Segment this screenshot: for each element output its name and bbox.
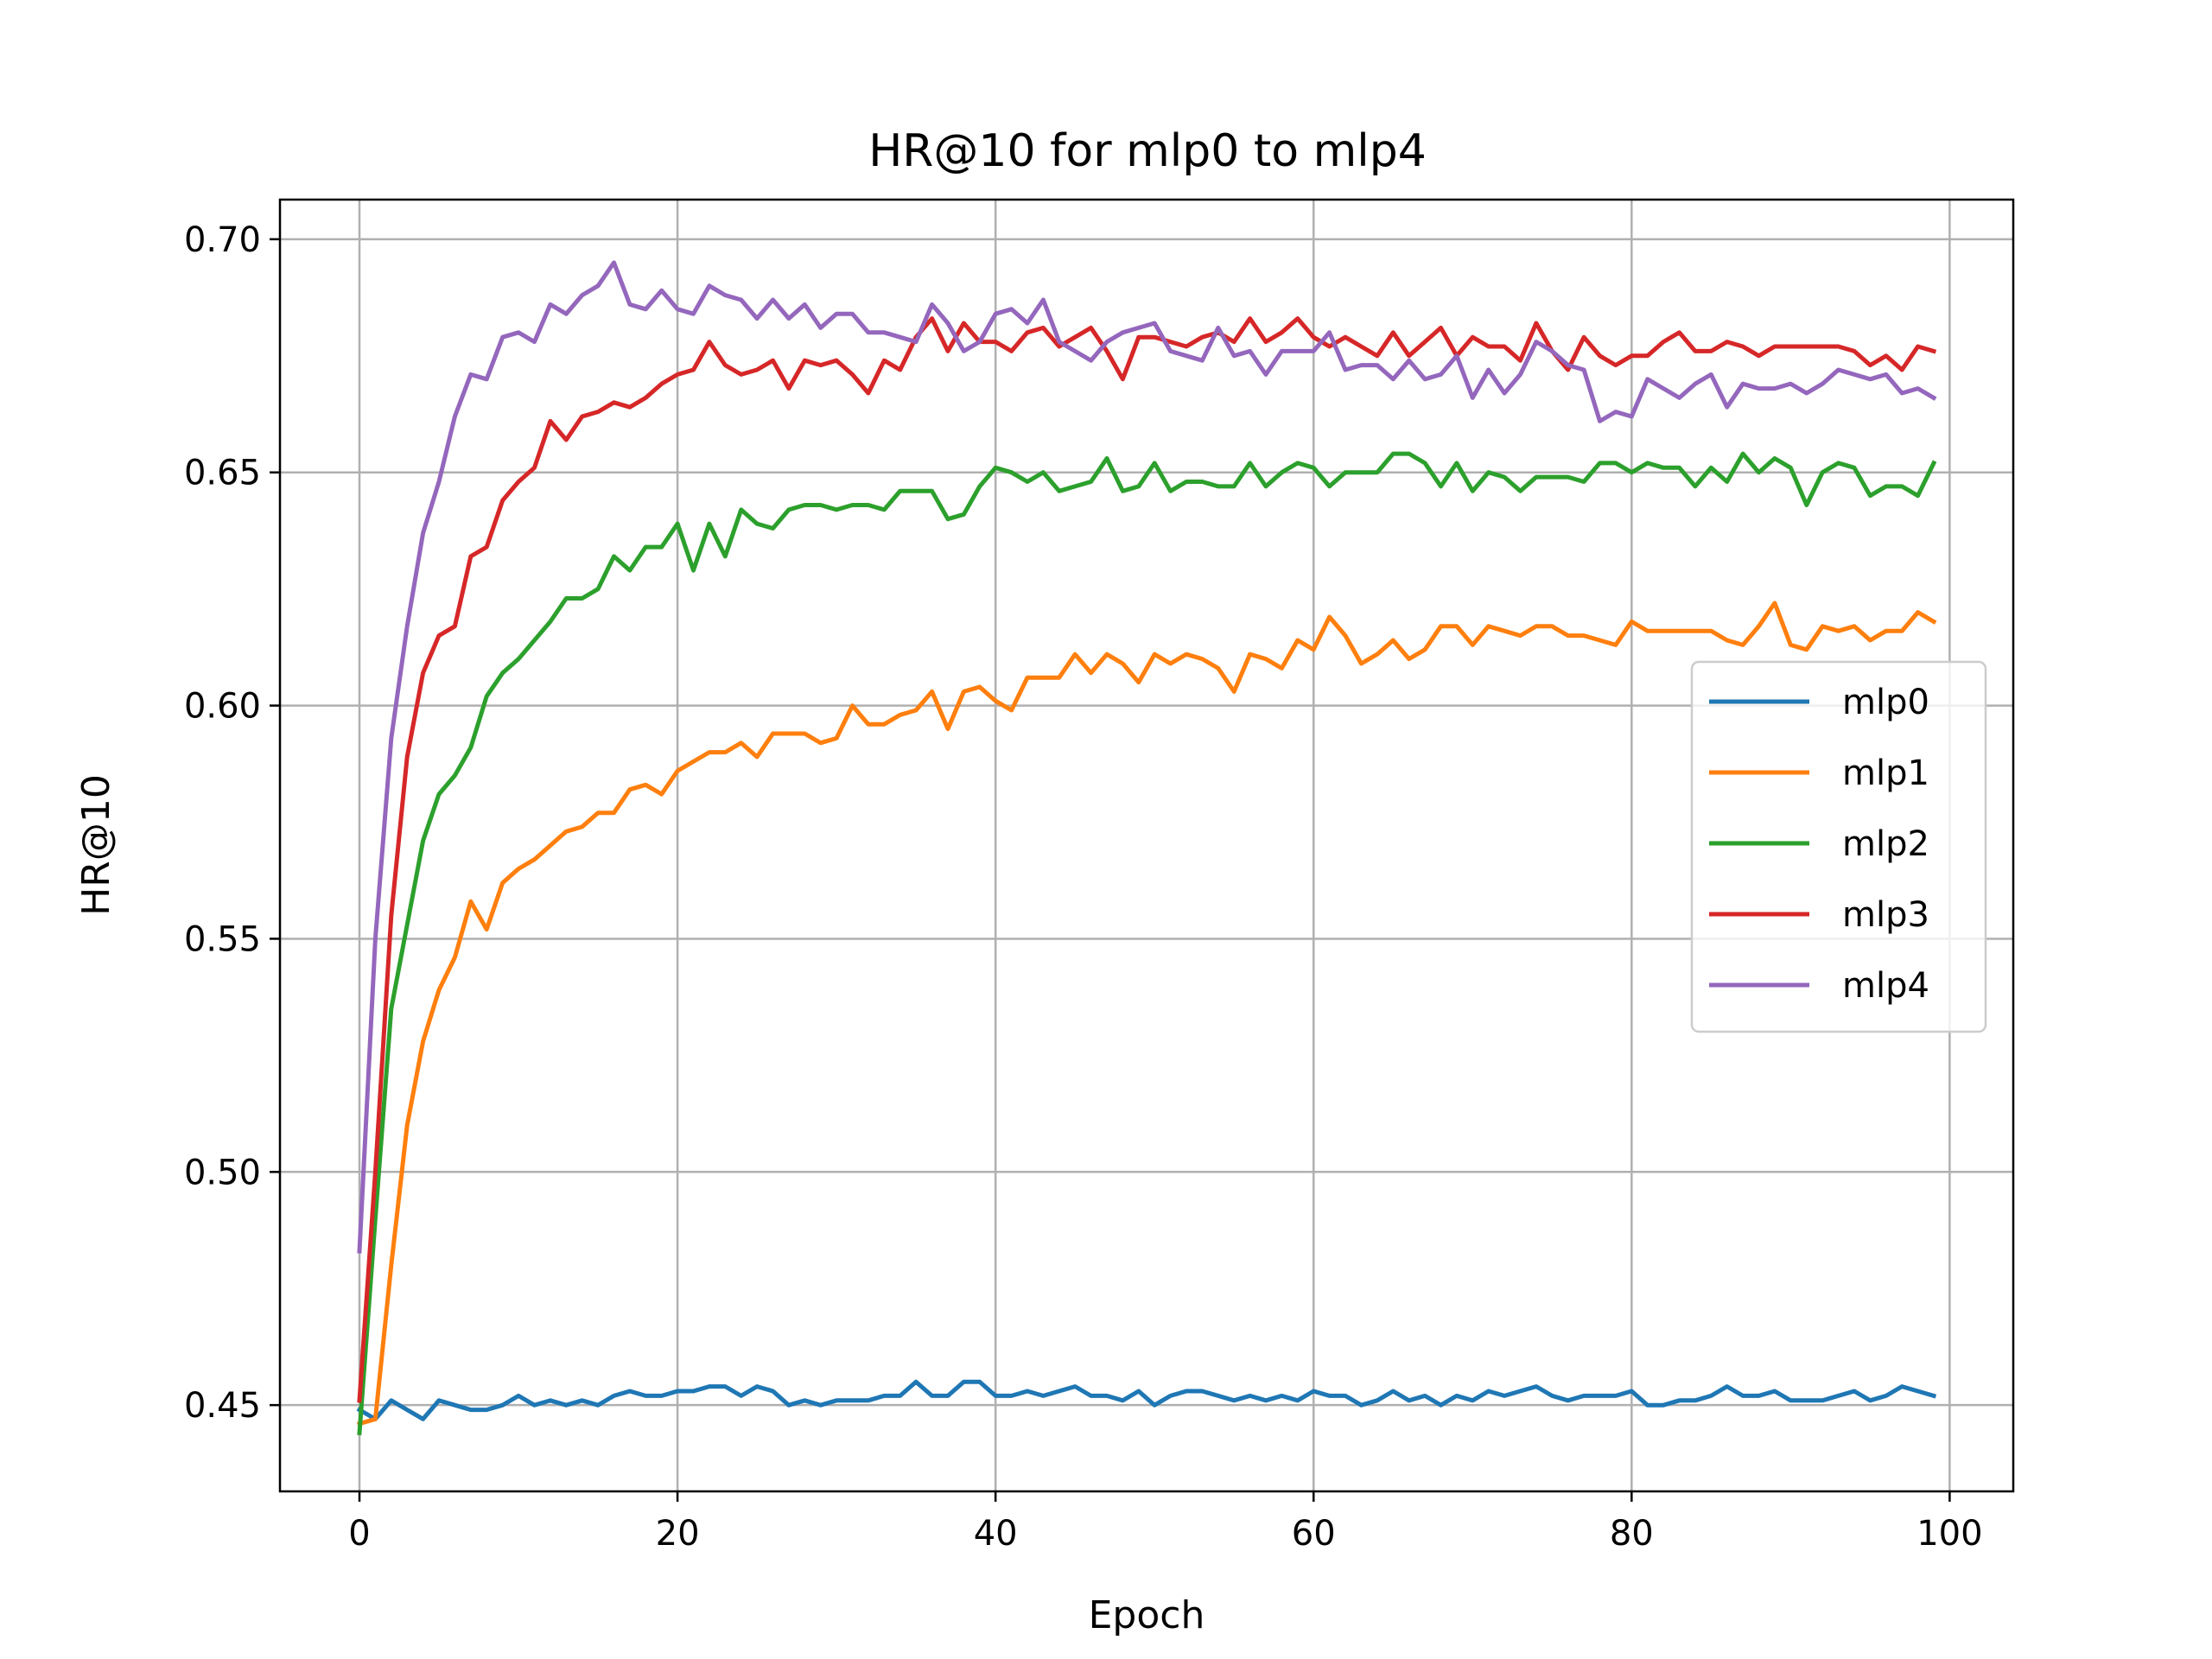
x-axis: 0 20 40 60 80 100 [348,1491,1983,1554]
x-tick-label: 0 [348,1514,370,1554]
y-axis-label: HR@10 [74,774,118,916]
y-tick-label: 0.65 [184,454,261,493]
legend-label-mlp3: mlp3 [1842,895,1929,935]
y-tick-label: 0.55 [184,919,261,959]
x-tick-label: 80 [1610,1514,1654,1554]
legend-label-mlp4: mlp4 [1842,966,1929,1006]
plot-frame [278,198,2015,1493]
legend-label-mlp0: mlp0 [1842,683,1929,722]
y-tick-label: 0.50 [184,1153,261,1192]
series-group [356,260,1937,1436]
y-tick-label: 0.60 [184,687,261,727]
series-line-mlp1 [356,601,1937,1427]
series-line-mlp4 [357,260,1937,1254]
legend-label-mlp1: mlp1 [1842,753,1929,793]
x-tick-label: 40 [974,1514,1018,1554]
x-tick-label: 20 [656,1514,700,1554]
legend: mlp0 mlp1 mlp2 mlp3 mlp4 [1690,660,1987,1033]
y-tick-label: 0.45 [184,1386,261,1426]
chart-title: HR@10 for mlp0 to mlp4 [868,125,1427,177]
y-tick-label: 0.70 [184,220,261,260]
x-tick-label: 100 [1916,1514,1982,1554]
series-line-mlp3 [357,316,1937,1403]
legend-box [1690,660,1987,1033]
legend-label-mlp2: mlp2 [1842,824,1929,864]
x-axis-label: Epoch [1089,1593,1205,1637]
y-axis: 0.45 0.50 0.55 0.60 0.65 0.70 [184,220,280,1426]
x-tick-label: 60 [1292,1514,1336,1554]
series-line-mlp0 [356,1379,1937,1421]
series-line-mlp2 [357,451,1937,1436]
